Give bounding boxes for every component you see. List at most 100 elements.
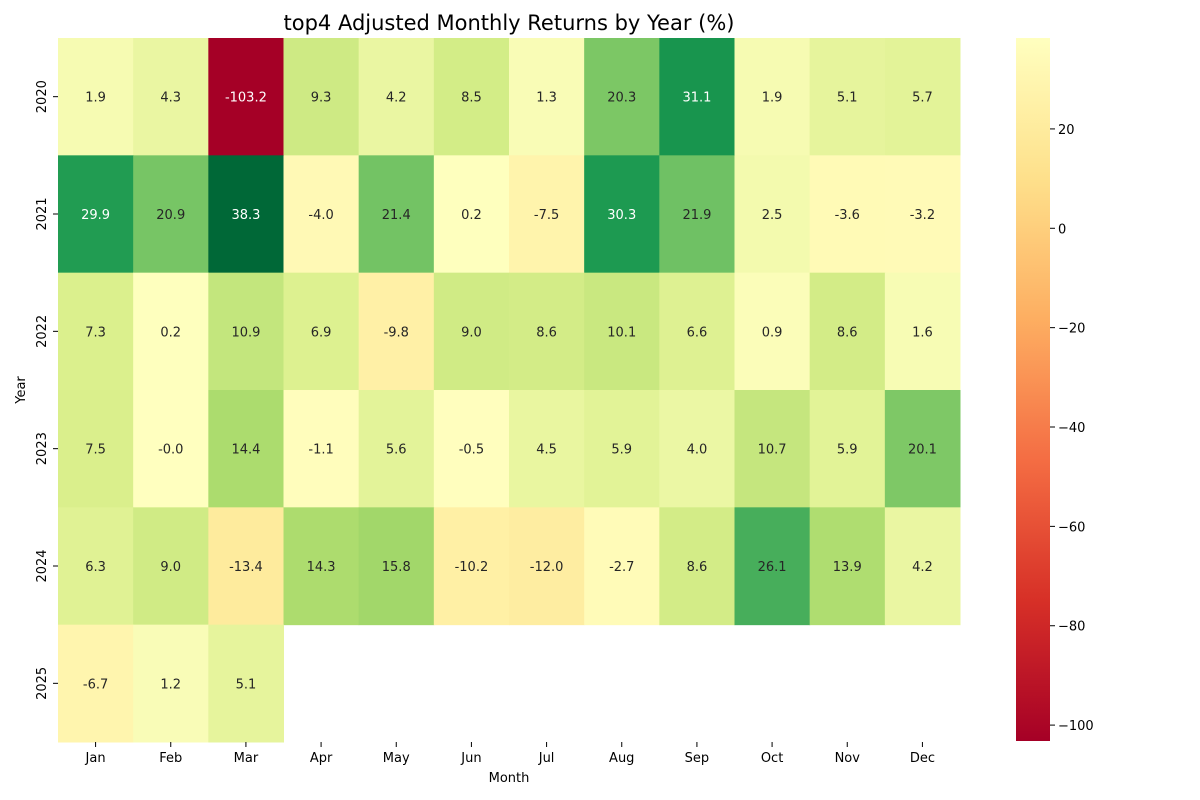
y-tick-label: 2022	[35, 315, 50, 348]
heatmap-cell	[584, 507, 660, 626]
y-tick-label: 2025	[35, 667, 50, 700]
heatmap-cell	[208, 624, 284, 743]
cell-value-label: 14.4	[231, 443, 260, 458]
heatmap-cell	[659, 155, 735, 274]
heatmap-cell	[809, 272, 886, 391]
cell-value-label: 10.1	[607, 325, 636, 340]
heatmap-cell	[283, 507, 360, 626]
heatmap-cell	[358, 390, 435, 508]
heatmap-cell	[509, 507, 585, 626]
heatmap-cell	[208, 155, 284, 274]
cell-value-label: 1.9	[762, 91, 783, 106]
heatmap-cell	[734, 38, 811, 156]
cell-value-label: -3.2	[910, 208, 935, 223]
y-tick-label: 2021	[35, 197, 50, 230]
cell-value-label: -6.7	[83, 677, 108, 692]
cell-value-label: 4.2	[912, 560, 933, 575]
cell-value-label: 20.1	[908, 443, 937, 458]
y-tick-label: 2020	[35, 80, 50, 113]
cell-value-label: 2.5	[762, 208, 783, 223]
heatmap-cell	[208, 38, 284, 156]
x-tick-label: Aug	[609, 751, 634, 766]
heatmap-cell	[809, 507, 886, 626]
heatmap-cell	[283, 272, 360, 391]
heatmap-cell	[884, 390, 961, 508]
cell-value-label: 6.9	[311, 325, 332, 340]
colorbar-tick-label: −80	[1058, 620, 1085, 635]
x-axis-label: Month	[489, 771, 530, 786]
heatmap-cell	[358, 155, 435, 274]
cell-value-label: 8.6	[536, 325, 557, 340]
heatmap-cell	[208, 507, 284, 626]
x-tick-label: Jun	[460, 751, 481, 766]
y-axis-label: Year	[14, 376, 29, 405]
heatmap-cell	[58, 624, 134, 743]
cell-value-label: 9.0	[160, 560, 181, 575]
heatmap-cell	[584, 272, 660, 391]
heatmap-cell	[659, 507, 735, 626]
cell-value-label: 1.3	[536, 91, 557, 106]
cell-value-label: 26.1	[758, 560, 787, 575]
heatmap-cell	[734, 272, 811, 391]
cell-value-label: 20.3	[607, 91, 636, 106]
cell-value-label: 1.9	[85, 91, 106, 106]
cell-value-label: 4.5	[536, 443, 557, 458]
cell-value-label: 0.9	[762, 325, 783, 340]
cell-value-label: -7.5	[534, 208, 559, 223]
heatmap-cell	[433, 38, 510, 156]
heatmap-cell	[433, 507, 510, 626]
cell-value-label: 9.0	[461, 325, 482, 340]
cell-value-label: 29.9	[81, 208, 110, 223]
heatmap-cell	[208, 390, 284, 508]
y-tick-label: 2023	[35, 432, 50, 465]
colorbar-tick-label: −20	[1058, 322, 1085, 337]
colorbar-tick-label: 0	[1058, 222, 1066, 237]
cell-value-label: 0.2	[160, 325, 181, 340]
heatmap-cell	[58, 155, 134, 274]
colorbar-tick-label: −60	[1058, 520, 1085, 535]
colorbar-tick-label: −100	[1058, 719, 1094, 734]
heatmap-cell	[734, 155, 811, 274]
colorbar-tick-label: 20	[1058, 123, 1075, 138]
colorbar-tick-label: −40	[1058, 421, 1085, 436]
cell-value-label: -9.8	[384, 325, 409, 340]
cell-value-label: 5.9	[611, 443, 632, 458]
cell-value-label: 4.2	[386, 91, 407, 106]
x-tick-label: Jan	[85, 751, 106, 766]
y-axis: 2020 2021 2022 2023 2024 2025	[35, 80, 58, 700]
heatmap-cell	[509, 272, 585, 391]
heatmap-cell	[433, 390, 510, 508]
cell-value-label: 5.1	[236, 677, 257, 692]
heatmap-cell	[884, 38, 961, 156]
y-tick-label: 2024	[35, 549, 50, 582]
cell-value-label: 10.7	[758, 443, 787, 458]
cell-value-label: 0.2	[461, 208, 482, 223]
heatmap-cell	[283, 390, 360, 508]
cell-value-label: -3.6	[835, 208, 860, 223]
heatmap-cell	[133, 390, 209, 508]
x-tick-label: Mar	[234, 751, 259, 766]
cell-value-label: 5.7	[912, 91, 933, 106]
cell-value-label: 7.5	[85, 443, 106, 458]
heatmap-cell	[884, 272, 961, 391]
cell-value-label: 5.9	[837, 443, 858, 458]
cell-value-label: -1.1	[308, 443, 333, 458]
cell-value-label: 5.1	[837, 91, 858, 106]
heatmap-cell	[208, 272, 284, 391]
cell-value-label: 8.6	[837, 325, 858, 340]
cell-value-label: -2.7	[609, 560, 634, 575]
heatmap-cell	[809, 155, 886, 274]
heatmap-cell	[58, 38, 134, 156]
heatmap-cell	[433, 272, 510, 391]
x-tick-label: Oct	[761, 751, 783, 766]
cell-value-label: -10.2	[455, 560, 489, 575]
heatmap-cell	[509, 155, 585, 274]
x-axis: Jan Feb Mar Apr May Jun Jul Aug Sep Oct Nov Dec	[85, 742, 935, 766]
heatmap-cell	[809, 390, 886, 508]
colorbar-ticks: 20 0 −20 −40 −60 −80 −100	[1050, 123, 1094, 734]
cell-value-label: -0.0	[158, 443, 183, 458]
cell-value-label: 1.6	[912, 325, 933, 340]
cell-value-label: 38.3	[231, 208, 260, 223]
heatmap-cell	[884, 507, 961, 626]
